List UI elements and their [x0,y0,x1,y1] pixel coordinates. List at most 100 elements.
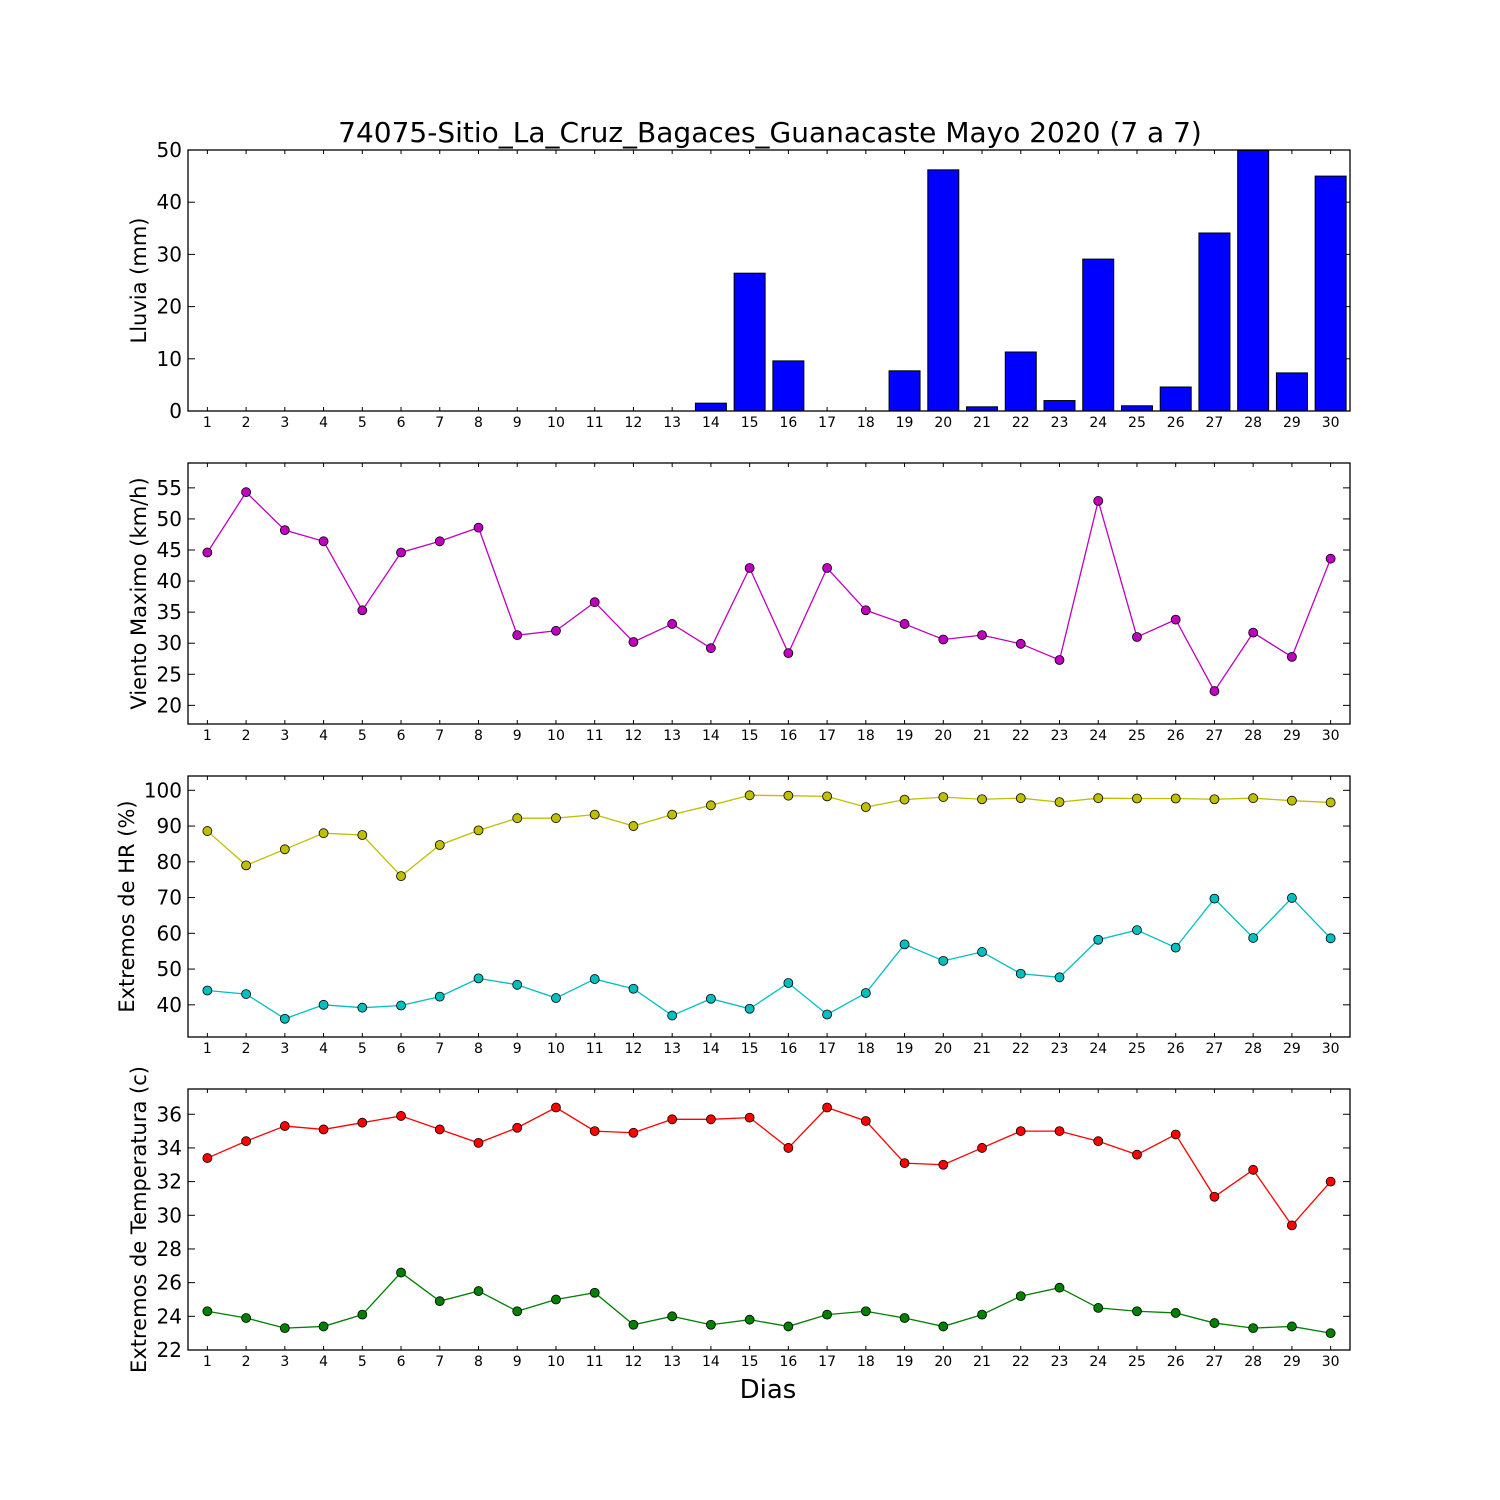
point-day-2 [241,860,252,871]
point-day-10 [551,1102,561,1113]
x-tick-label: 26 [1167,1354,1185,1370]
point-day-19 [899,794,910,805]
x-tick-label: 24 [1089,415,1107,431]
x-tick-label: 8 [474,728,483,744]
point-day-24 [1093,934,1104,945]
x-tick-label: 10 [547,415,565,431]
point-day-6 [396,1111,406,1121]
x-tick-label: 3 [280,1041,289,1057]
point-day-22 [1015,638,1026,649]
point-day-5 [357,830,368,840]
point-day-3 [279,1013,290,1024]
bar-day-22 [1004,351,1037,412]
x-tick-label: 20 [934,1041,952,1057]
y-tick-label: 30 [157,631,182,655]
point-day-15 [744,790,755,801]
x-tick-label: 14 [702,415,720,431]
point-day-17 [822,1009,832,1020]
x-tick-label: 29 [1283,415,1301,431]
x-tick-label: 4 [319,415,328,431]
x-tick-label: 8 [474,1041,483,1057]
y-tick-label: 0 [169,399,182,423]
point-day-7 [434,1124,445,1135]
point-day-19 [899,939,910,950]
y-tick-label: 32 [157,1170,182,1194]
point-day-21 [977,794,987,805]
point-day-5 [357,1309,368,1320]
x-tick-label: 12 [625,415,643,431]
point-day-26 [1170,1308,1181,1318]
x-tick-label: 9 [513,1354,522,1370]
point-day-12 [628,637,639,647]
bar-day-25 [1120,405,1153,412]
point-day-25 [1132,1149,1142,1160]
x-tick-label: 2 [242,415,251,431]
point-day-26 [1170,942,1181,953]
point-day-15 [744,563,755,573]
x-tick-label: 13 [663,728,681,744]
y-tick-label: 45 [157,538,182,562]
x-tick-label: 30 [1322,1041,1340,1057]
x-tick-label: 3 [280,728,289,744]
point-day-18 [860,605,871,616]
x-tick-label: 6 [397,1041,406,1057]
x-tick-label: 8 [474,1354,483,1370]
y-tick-label: 20 [157,693,182,717]
x-tick-label: 16 [779,1041,797,1057]
x-tick-label: 11 [586,728,604,744]
y-tick-label: 50 [157,957,182,981]
point-day-25 [1132,925,1142,935]
x-tick-label: 1 [203,1041,212,1057]
point-day-8 [473,522,484,533]
point-day-4 [318,999,329,1010]
point-day-8 [473,825,484,836]
x-tick-label: 15 [741,1041,759,1057]
x-tick-label: 7 [435,415,444,431]
x-tick-label: 26 [1167,728,1185,744]
y-tick-label: 40 [157,993,182,1017]
x-tick-label: 7 [435,1041,444,1057]
x-tick-label: 28 [1244,728,1262,744]
point-day-7 [434,840,445,850]
y-tick-label: 10 [157,347,182,371]
x-tick-label: 2 [242,1354,251,1370]
y-tick-label: 34 [157,1136,182,1160]
bar-day-28 [1237,150,1270,412]
x-tick-label: 24 [1089,728,1107,744]
point-day-13 [667,809,678,820]
x-tick-label: 22 [1012,728,1030,744]
point-day-9 [512,1306,523,1317]
point-day-21 [977,1309,987,1320]
point-day-7 [434,991,445,1002]
bar-day-26 [1159,386,1192,412]
x-tick-label: 11 [586,1041,604,1057]
x-tick-label: 19 [896,1354,914,1370]
point-day-5 [357,1117,368,1128]
y-tick-label: 25 [157,662,182,686]
series-line-1 [206,491,1332,693]
y-axis-label: Lluvia (mm) [127,218,151,344]
x-tick-label: 7 [435,728,444,744]
x-tick-label: 10 [547,1354,565,1370]
point-day-28 [1248,1323,1259,1334]
point-day-21 [977,947,987,957]
x-tick-label: 30 [1322,415,1340,431]
x-tick-label: 1 [203,728,212,744]
x-tick-label: 19 [896,728,914,744]
point-day-3 [279,1323,290,1334]
series-line-2 [207,896,1332,1020]
point-day-14 [706,993,716,1004]
x-tick-label: 1 [203,1354,212,1370]
point-day-7 [434,536,445,547]
point-day-18 [860,988,871,998]
x-tick-label: 18 [857,728,875,744]
point-day-8 [473,1137,484,1148]
x-tick-label: 1 [203,415,212,431]
point-day-8 [473,973,484,984]
x-tick-label: 15 [741,415,759,431]
point-day-21 [977,630,987,641]
x-tick-label: 28 [1244,1041,1262,1057]
point-day-14 [706,1114,716,1125]
x-tick-label: 6 [397,415,406,431]
